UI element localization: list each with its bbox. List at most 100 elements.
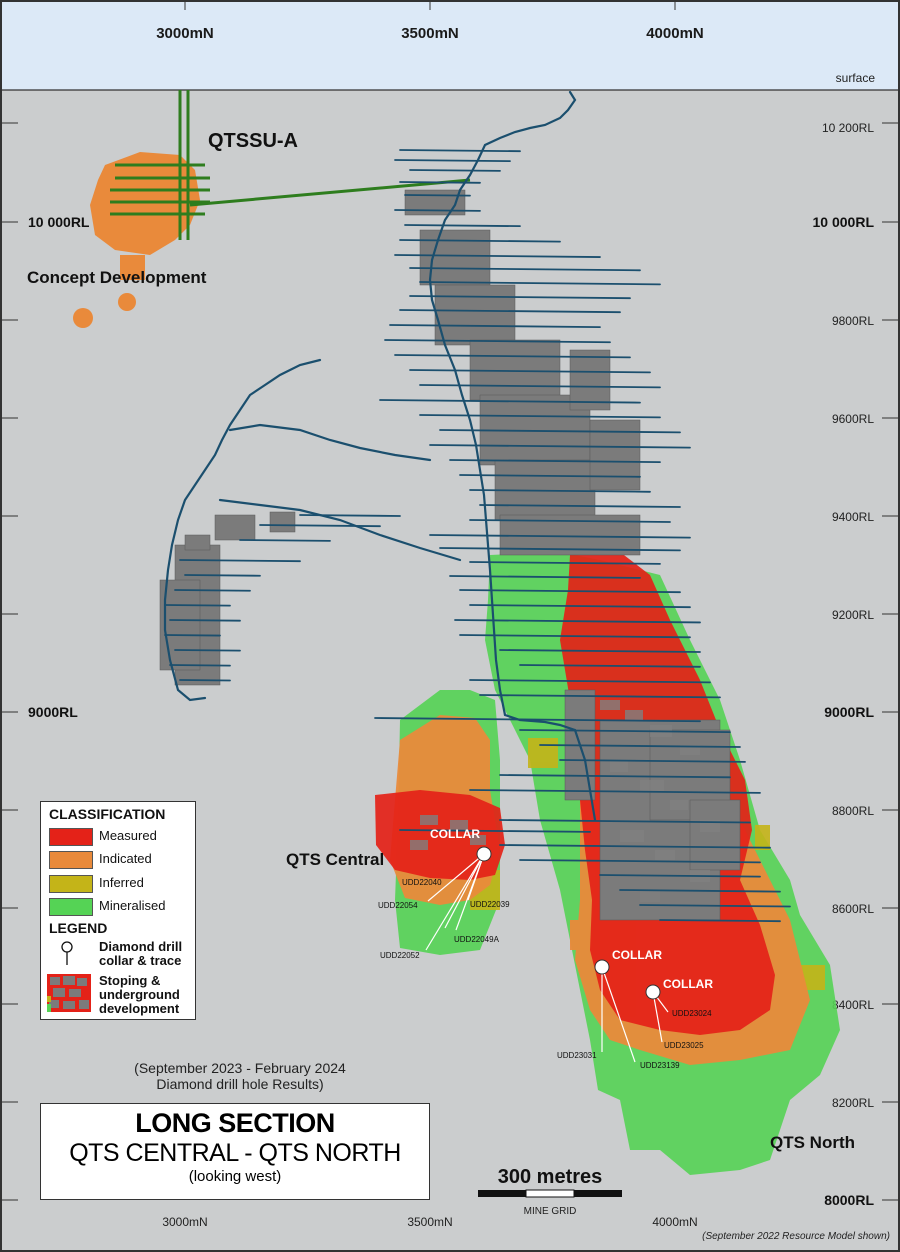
qtssu-a-label: QTSSU-A: [208, 130, 298, 152]
development-level-drive: [394, 354, 631, 359]
drill-legend-line-2: collar & trace: [99, 953, 182, 968]
qts-central-label: QTS Central: [286, 850, 384, 869]
right-rl-8800: 8800RL: [832, 804, 874, 818]
development-level-drive: [459, 474, 641, 478]
left-rl-9000: 9000RL: [28, 704, 78, 720]
right-rl-10000: 10 000RL: [813, 214, 875, 230]
bottom-tick-3500: 3500mN: [407, 1215, 452, 1229]
classification-title: CLASSIFICATION: [49, 806, 166, 822]
scale-label: 300 metres: [498, 1166, 603, 1188]
development-level-drive: [169, 619, 241, 622]
surface-label: surface: [836, 71, 876, 85]
development-level-drive: [519, 859, 761, 864]
title-box: LONG SECTION QTS CENTRAL - QTS NORTH (lo…: [40, 1103, 430, 1200]
development-level-drive: [429, 444, 691, 449]
legend-title: LEGEND: [49, 920, 108, 936]
development-level-drive: [384, 339, 611, 344]
north-collar-a-label: COLLAR: [612, 948, 662, 962]
left-rl-ticks: [0, 122, 18, 1201]
development-level-drive: [164, 604, 231, 607]
top-tick-3500: 3500mN: [401, 25, 459, 42]
development-level-drive: [399, 239, 561, 243]
right-rl-8400: 8400RL: [832, 998, 874, 1012]
hole-udd22052: UDD22052: [380, 951, 420, 960]
mineralised-swatch: [49, 898, 93, 916]
hole-udd22040: UDD22040: [402, 878, 442, 887]
development-level-drive: [409, 267, 641, 272]
concept-development-label: Concept Development: [27, 268, 207, 287]
development-level-drive: [419, 414, 661, 419]
development-level-drive: [399, 181, 481, 184]
right-rl-8200: 8200RL: [832, 1096, 874, 1110]
development-level-drive: [394, 254, 601, 258]
development-level-drive: [449, 459, 661, 464]
bottom-tick-3000: 3000mN: [162, 1215, 207, 1229]
top-tick-4000: 4000mN: [646, 25, 704, 42]
development-level-drive: [374, 717, 701, 723]
right-rl-8600: 8600RL: [832, 902, 874, 916]
drill-legend-label: Diamond drill collar & trace: [99, 940, 182, 968]
development-level-drive: [399, 829, 591, 833]
hole-udd22049a: UDD22049A: [454, 935, 500, 944]
development-level-drive: [259, 524, 381, 528]
development-level-drive: [169, 664, 231, 667]
mine-grid-label: MINE GRID: [524, 1206, 577, 1217]
hole-udd22039: UDD22039: [470, 900, 510, 909]
development-level-drive: [399, 149, 521, 153]
development-level-drive: [539, 744, 741, 748]
development-level-drive: [179, 559, 301, 563]
development-level-drive: [239, 539, 331, 542]
development-level-drive: [404, 224, 521, 228]
development-level-drive: [469, 679, 711, 684]
hole-udd22054: UDD22054: [378, 901, 418, 910]
development-level-drive: [499, 649, 701, 653]
development-level-drive: [409, 369, 651, 374]
mineralised-label: Mineralised: [99, 898, 166, 913]
development-level-drive: [419, 281, 661, 286]
drill-collar-icon: [61, 941, 73, 965]
development-level-drive: [459, 634, 691, 639]
development-levels: [164, 149, 791, 923]
development-level-drive: [469, 519, 671, 523]
development-level-drive: [409, 169, 501, 172]
title-line-2: QTS CENTRAL - QTS NORTH: [69, 1139, 401, 1167]
north-collar-b-label: COLLAR: [663, 977, 713, 991]
development-level-drive: [419, 384, 661, 389]
development-level-drive: [479, 694, 721, 699]
development-level-drive: [469, 489, 651, 493]
sky-band: [0, 0, 900, 90]
period-line-2: Diamond drill hole Results): [156, 1076, 324, 1092]
development-level-drive: [459, 589, 681, 594]
qts-north-label: QTS North: [770, 1133, 855, 1152]
development-level-drive: [559, 759, 746, 763]
stope-legend-line-3: development: [99, 1001, 180, 1016]
development-level-drive: [429, 534, 691, 539]
development-level-drive: [394, 159, 511, 163]
development-level-drive: [519, 729, 731, 733]
development-level-drive: [469, 789, 761, 794]
right-rl-10200: 10 200RL: [822, 121, 874, 135]
development-level-drive: [479, 504, 681, 508]
development-level-drive: [174, 649, 241, 652]
bottom-tick-4000: 4000mN: [652, 1215, 697, 1229]
development-level-drive: [449, 575, 641, 579]
right-rl-9600: 9600RL: [832, 412, 874, 426]
legend-box: CLASSIFICATION Measured Indicated Inferr…: [40, 801, 196, 1020]
development-level-drive: [184, 574, 261, 577]
development-level-drive: [299, 514, 401, 517]
title-line-1: LONG SECTION: [135, 1108, 335, 1138]
underground-development: [163, 90, 597, 822]
indicated-label: Indicated: [99, 851, 152, 866]
stope-legend-line-2: underground: [99, 987, 180, 1002]
central-collar-label: COLLAR: [430, 827, 480, 841]
development-level-drive: [179, 679, 231, 682]
north-collar-a-marker: [594, 959, 610, 975]
right-rl-ticks: [882, 122, 900, 1201]
right-rl-9000: 9000RL: [824, 704, 874, 720]
development-level-drive: [399, 309, 621, 314]
stope-legend-label: Stoping & underground development: [99, 974, 180, 1016]
hole-udd23031: UDD23031: [557, 1051, 597, 1060]
development-level-drive: [454, 619, 701, 624]
